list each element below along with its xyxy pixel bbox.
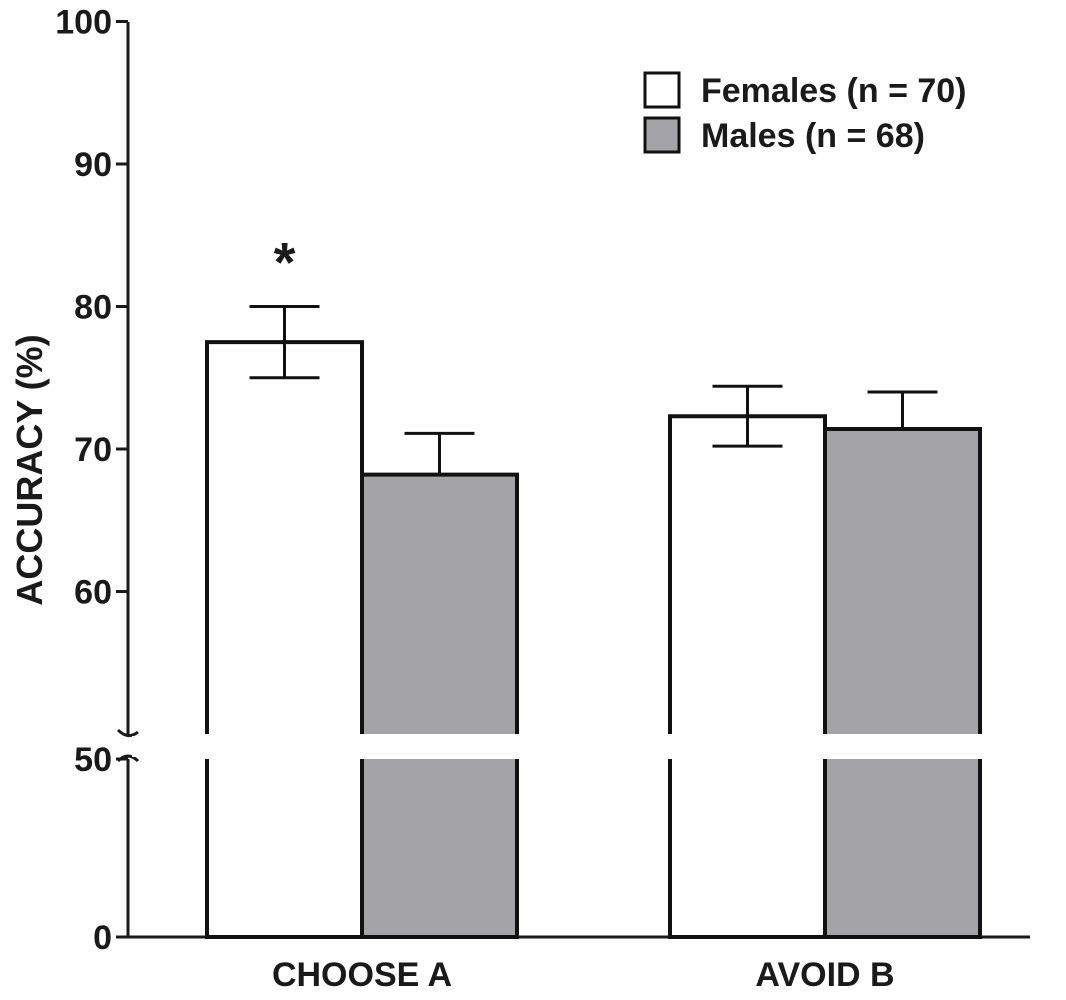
- bar-1-1-upper: [825, 429, 980, 734]
- y-tick-label: 60: [74, 574, 112, 612]
- legend-swatch-0: [643, 71, 681, 109]
- significance-asterisk: *: [274, 231, 296, 294]
- legend-swatch-1: [643, 116, 681, 154]
- legend: Females (n = 70) Males (n = 68): [643, 71, 967, 155]
- axis-break-gap: [132, 736, 1034, 757]
- bar-0-0-upper: [207, 342, 362, 734]
- bar-1-0-upper: [670, 416, 825, 734]
- legend-label-0: Females (n = 70): [701, 72, 967, 110]
- bar-0-1-lower-outline: [360, 759, 519, 939]
- y-tick-label: 100: [55, 4, 112, 42]
- x-tick-label: AVOID B: [755, 956, 894, 994]
- bar-1-1-lower-outline: [823, 759, 982, 939]
- bar-0-1-lower: [362, 759, 517, 937]
- tick-labels: CHOOSE A AVOID B 0 50 60 70 80 90 100: [55, 4, 894, 995]
- y-break-mark-top: [116, 728, 139, 737]
- x-tick-label: CHOOSE A: [272, 956, 452, 994]
- bar-1-0-lower: [670, 759, 825, 937]
- y-tick-label: 80: [74, 289, 112, 327]
- y-tick-label: 0: [93, 919, 112, 957]
- y-tick-label: 90: [74, 146, 112, 184]
- bars: [205, 340, 982, 939]
- axis-break: [132, 736, 1034, 757]
- error-bars: [249, 305, 938, 475]
- annotations: *: [274, 231, 296, 294]
- y-tick-label: 70: [74, 431, 112, 469]
- bar-0-0-lower: [207, 759, 362, 937]
- y-tick-label: 50: [74, 741, 112, 779]
- bar-1-1-lower: [825, 759, 980, 937]
- y-axis-title: ACCURACY (%): [9, 334, 50, 605]
- legend-label-1: Males (n = 68): [701, 117, 925, 155]
- bar-0-1-upper: [362, 474, 517, 734]
